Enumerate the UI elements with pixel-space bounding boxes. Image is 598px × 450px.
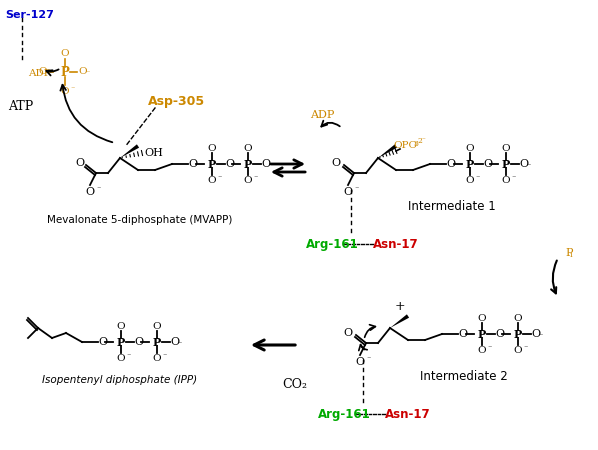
Text: ADP: ADP <box>28 69 51 78</box>
Text: ATP: ATP <box>8 100 33 113</box>
Text: P: P <box>514 328 522 339</box>
Text: O: O <box>332 158 341 168</box>
Text: Asn-17: Asn-17 <box>385 408 431 421</box>
Text: O: O <box>225 159 234 169</box>
Polygon shape <box>378 144 397 158</box>
Text: +: + <box>395 300 405 312</box>
Text: ⁻: ⁻ <box>268 163 272 171</box>
Text: ⁻: ⁻ <box>70 86 74 94</box>
Text: O: O <box>466 144 474 153</box>
Text: O: O <box>60 49 69 58</box>
Text: Ser-127: Ser-127 <box>5 10 54 20</box>
Text: Asp-305: Asp-305 <box>148 95 205 108</box>
Text: O: O <box>344 328 353 338</box>
Text: O: O <box>170 337 179 347</box>
Text: 2⁻: 2⁻ <box>417 137 426 145</box>
Text: O: O <box>495 329 504 339</box>
Text: P: P <box>244 158 252 170</box>
Text: Arg-161: Arg-161 <box>318 408 371 421</box>
Text: i: i <box>570 251 573 259</box>
Text: ⁻: ⁻ <box>162 353 166 361</box>
Text: 3: 3 <box>413 140 418 148</box>
Text: OPO: OPO <box>393 141 417 150</box>
Polygon shape <box>390 315 409 328</box>
Text: ⁻: ⁻ <box>487 345 492 353</box>
Text: ⁻: ⁻ <box>511 175 515 183</box>
Text: O: O <box>514 314 522 323</box>
Text: Intermediate 1: Intermediate 1 <box>408 200 496 213</box>
Text: O: O <box>343 187 353 197</box>
Text: OH: OH <box>144 148 163 158</box>
Text: O: O <box>446 159 455 169</box>
Text: Asn-17: Asn-17 <box>373 238 419 251</box>
Text: O: O <box>355 357 365 367</box>
Text: P: P <box>208 158 216 170</box>
Polygon shape <box>120 144 139 158</box>
Text: ⁻: ⁻ <box>177 341 181 349</box>
Text: O: O <box>502 176 510 185</box>
Text: P: P <box>478 328 486 339</box>
Text: ⁻: ⁻ <box>523 345 527 353</box>
Text: O: O <box>117 322 126 331</box>
Text: O: O <box>86 187 94 197</box>
Text: P: P <box>60 66 69 78</box>
Text: ⁻: ⁻ <box>96 186 100 194</box>
Text: Arg-161: Arg-161 <box>306 238 359 251</box>
Text: O: O <box>466 176 474 185</box>
Text: ⁻: ⁻ <box>366 356 370 364</box>
Text: ⁻: ⁻ <box>526 163 530 171</box>
Text: ⁻: ⁻ <box>538 333 542 341</box>
Text: O: O <box>244 176 252 185</box>
Text: O: O <box>152 322 161 331</box>
Text: CO₂: CO₂ <box>282 378 307 391</box>
Text: O: O <box>152 354 161 363</box>
Text: ADP: ADP <box>310 110 334 120</box>
Text: O: O <box>208 144 216 153</box>
Text: O: O <box>78 68 87 76</box>
Text: O: O <box>134 337 143 347</box>
Text: ⁻: ⁻ <box>217 175 221 183</box>
Text: ⁻: ⁻ <box>253 175 257 183</box>
Text: ⁻: ⁻ <box>354 186 358 194</box>
Text: O: O <box>117 354 126 363</box>
Text: O: O <box>244 144 252 153</box>
Text: P: P <box>117 337 125 347</box>
Text: O: O <box>208 176 216 185</box>
Text: O: O <box>261 159 270 169</box>
Text: O: O <box>519 159 528 169</box>
Text: O: O <box>478 346 486 355</box>
Text: Mevalonate 5-diphosphate (MVAPP): Mevalonate 5-diphosphate (MVAPP) <box>47 215 233 225</box>
Text: ⁻: ⁻ <box>85 70 89 78</box>
Text: O: O <box>478 314 486 323</box>
Text: O: O <box>98 337 107 347</box>
Text: O: O <box>75 158 84 168</box>
Text: ⁻: ⁻ <box>475 175 480 183</box>
Text: P: P <box>466 158 474 170</box>
Text: O: O <box>458 329 467 339</box>
Text: O: O <box>188 159 197 169</box>
Text: O: O <box>514 346 522 355</box>
Text: O: O <box>60 87 69 96</box>
Text: O: O <box>531 329 540 339</box>
Text: ⁻: ⁻ <box>126 353 130 361</box>
Text: O: O <box>483 159 492 169</box>
Text: P: P <box>153 337 161 347</box>
Text: Isopentenyl diphosphate (IPP): Isopentenyl diphosphate (IPP) <box>42 375 197 385</box>
Text: P: P <box>565 248 572 258</box>
Text: Intermediate 2: Intermediate 2 <box>420 370 508 383</box>
Text: O: O <box>38 68 47 76</box>
Text: P: P <box>502 158 510 170</box>
Text: O: O <box>502 144 510 153</box>
